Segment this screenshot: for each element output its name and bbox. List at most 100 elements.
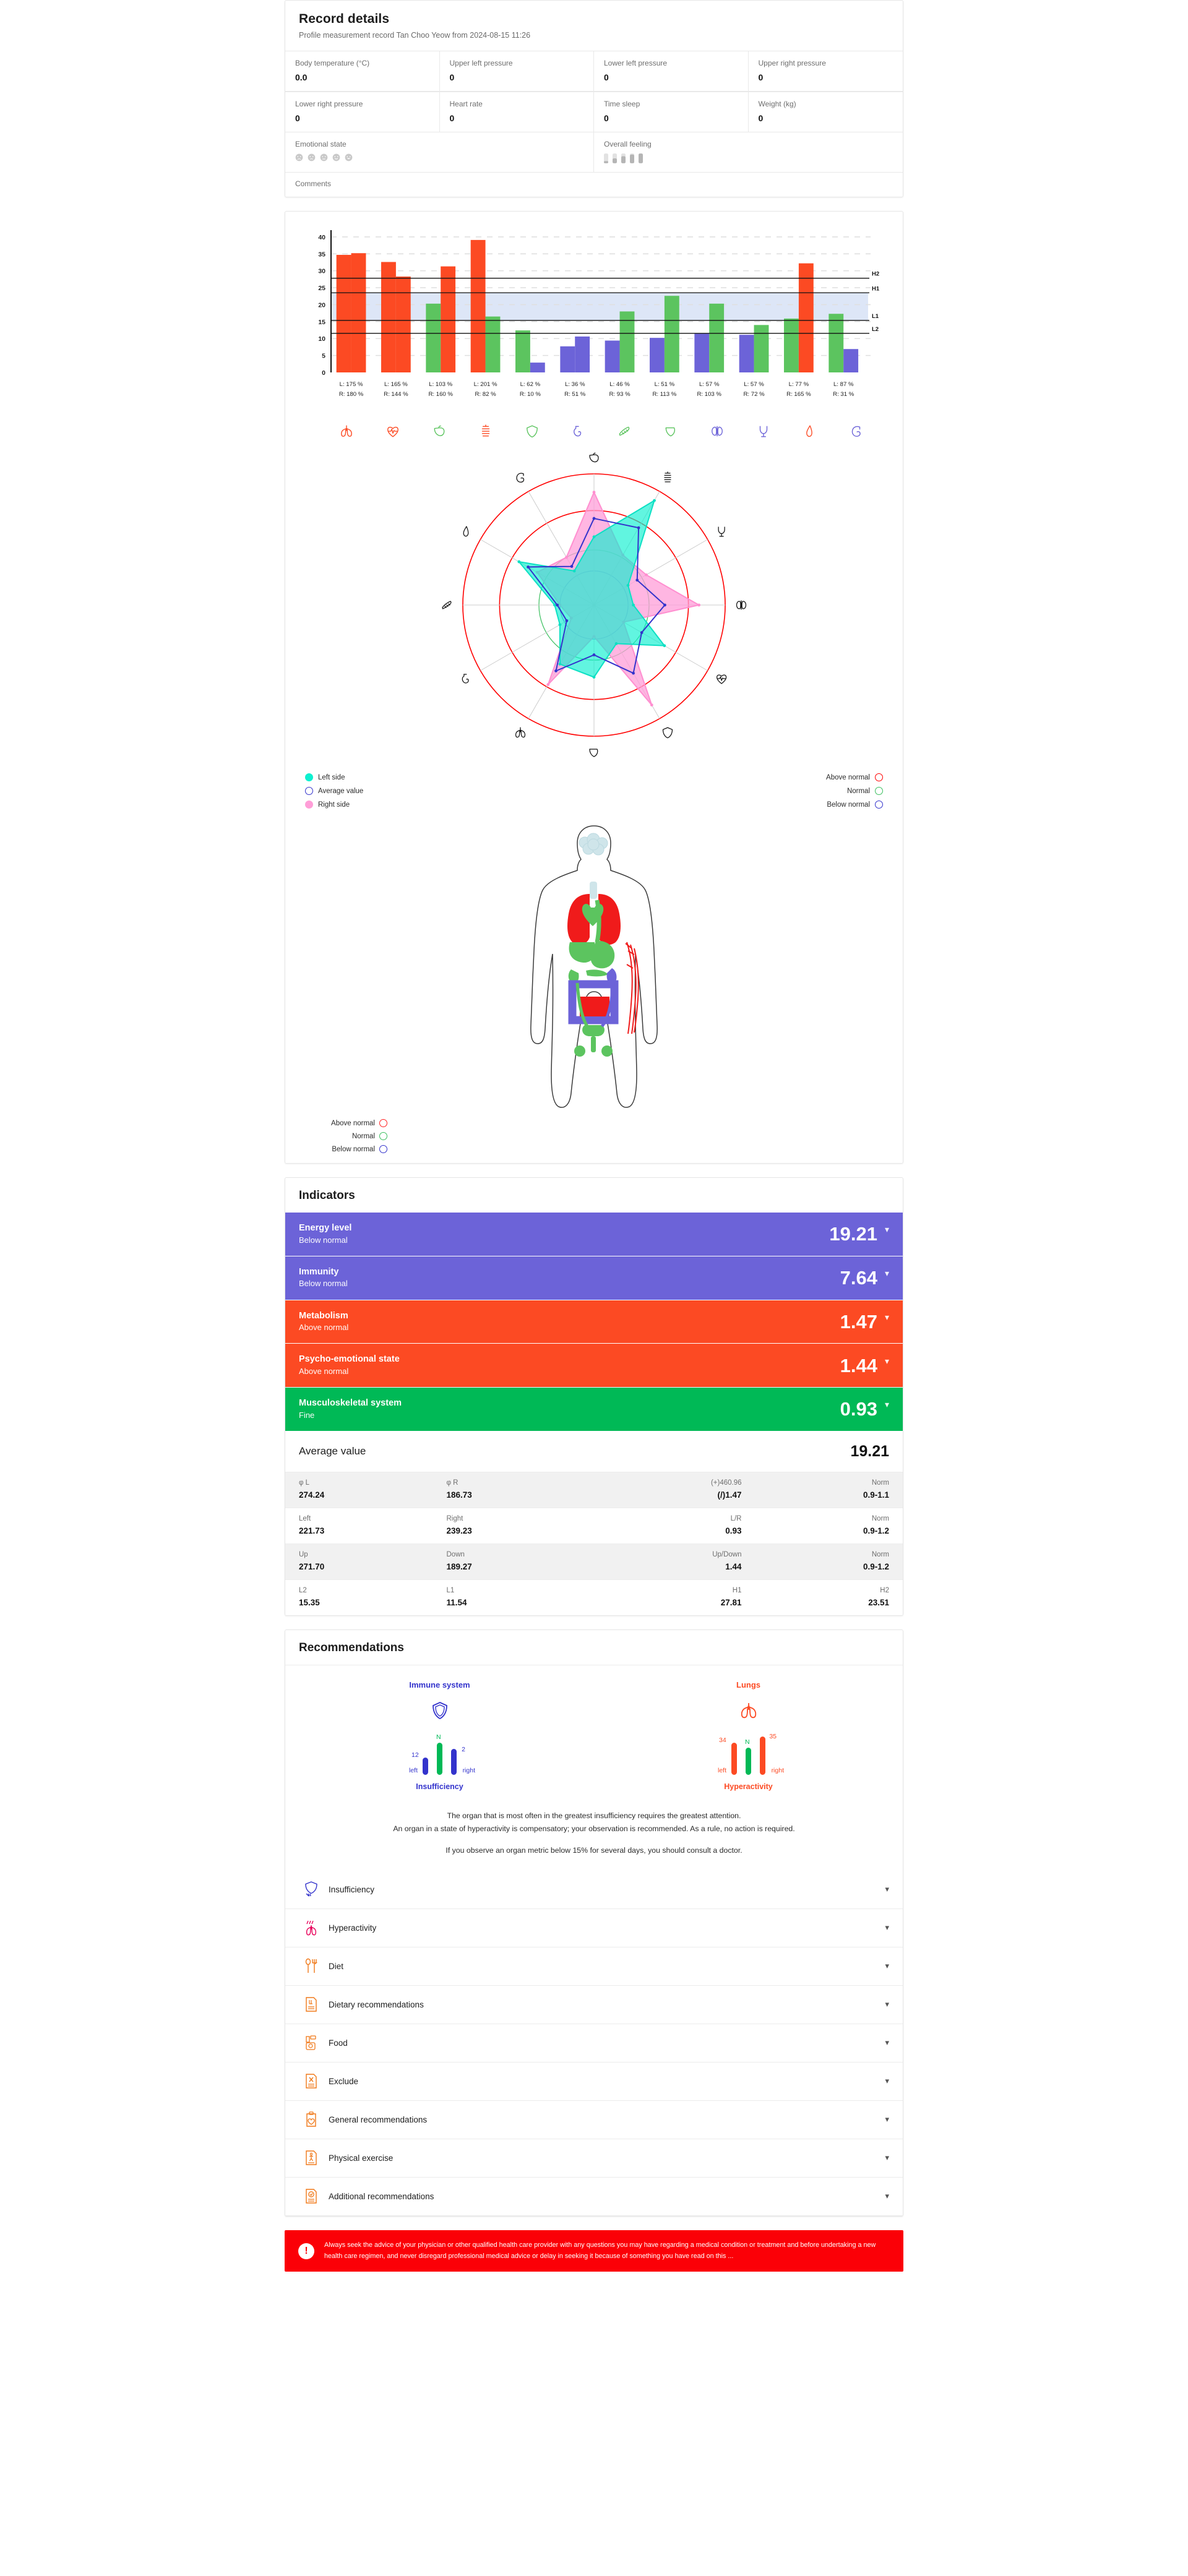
radar-point [558,623,562,627]
statistics-cell: L/R 0.93 [594,1514,742,1535]
chevron-down-icon[interactable]: ▾ [885,2038,889,2048]
indicator-row-psycho-emotional-state[interactable]: Psycho-emotional state Above normal 1.44 ▾ [285,1344,903,1388]
face-laugh-icon[interactable] [345,153,353,161]
liver-icon [434,425,445,436]
accordion-item-insufficiency[interactable]: Insufficiency ▾ [285,1871,903,1909]
field-value: 0 [449,113,455,123]
y-axis-tick: 30 [318,268,325,275]
mini-bar-right [760,1736,765,1775]
battery-level-4-icon[interactable] [630,153,634,163]
statistics-cell-label: H2 [880,1586,889,1594]
statistics-cell-label: Right [446,1514,463,1522]
x-axis-tick-left: L: 46 % [609,381,630,388]
radar-chart-svg [442,452,747,757]
chevron-down-icon[interactable]: ▾ [884,1224,889,1235]
statistics-cell-label: L/R [730,1514,742,1522]
field-value: 0 [758,72,764,82]
organ-bladder-icon[interactable] [753,421,774,442]
field-label: Body temperature (°C) [295,59,370,67]
chevron-down-icon[interactable]: ▾ [884,1355,889,1366]
organ-heart-icon[interactable] [382,421,403,442]
accordion-item-physical-exercise[interactable]: Physical exercise ▾ [285,2139,903,2178]
chevron-down-icon[interactable]: ▾ [885,1884,889,1894]
recommendations-note-line-2: An organ in a state of hyperactivity is … [393,1824,795,1834]
accordion-item-exclude[interactable]: Exclude ▾ [285,2063,903,2101]
accordion-item-diet[interactable]: Diet ▾ [285,1947,903,1986]
bar [426,303,441,372]
organ-icon-row [285,421,903,442]
statistics-cell-value: (/)1.47 [717,1490,742,1500]
record-mood-row: Emotional state Overall feeling [285,132,903,172]
indicator-row-metabolism[interactable]: Metabolism Above normal 1.47 ▾ [285,1300,903,1344]
face-frown-icon[interactable] [308,153,316,161]
face-sad-icon[interactable] [295,153,303,161]
organ-immune-shield-icon[interactable] [522,421,543,442]
organ-large-intestine-icon[interactable] [846,421,867,442]
accordion-item-label: Physical exercise [329,2153,394,2163]
legend-swatch [875,787,883,795]
battery-level-3-icon[interactable] [621,153,626,163]
bar [351,253,366,372]
organ-spleen-icon[interactable] [660,421,681,442]
indicator-row-musculoskeletal-system[interactable]: Musculoskeletal system Fine 0.93 ▾ [285,1388,903,1432]
trachea-organ [590,882,597,899]
measurement-charts-card: 5 10 15 20 25 30 35 40 0 H2 H1 L1 L2 L: 175 % R: 180 %… [285,211,903,1164]
legend-swatch [305,773,313,781]
field-value: 0 [758,113,764,123]
accordion-item-dietary-recommendations[interactable]: Dietary recommendations ▾ [285,1986,903,2024]
organ-stomach-icon[interactable] [568,421,589,442]
chevron-down-icon[interactable]: ▾ [885,2076,889,2086]
record-fields-row-2: Lower right pressure 0 Heart rate 0 Time… [285,91,903,132]
organ-liver-icon[interactable] [429,421,450,442]
mini-bar-left [423,1757,428,1775]
organ-pancreas-icon[interactable] [614,421,635,442]
face-neutral-icon[interactable] [320,153,328,161]
field-label: Weight (kg) [758,100,796,108]
indicator-row-energy-level[interactable]: Energy level Below normal 19.21 ▾ [285,1213,903,1256]
normal-band [331,293,868,320]
accordion-item-food[interactable]: Food ▾ [285,2024,903,2063]
chevron-down-icon[interactable]: ▾ [885,1999,889,2009]
legend-swatch [379,1145,387,1153]
accordion-item-hyperactivity[interactable]: Hyperactivity ▾ [285,1909,903,1947]
chevron-down-icon[interactable]: ▾ [885,2191,889,2201]
battery-level-2-icon[interactable] [613,153,617,163]
chevron-down-icon[interactable]: ▾ [885,2153,889,2163]
indicator-row-immunity[interactable]: Immunity Below normal 7.64 ▾ [285,1256,903,1300]
indicator-state: Fine [299,1410,315,1420]
radar-point [592,653,596,656]
gallbladder-icon [806,425,812,437]
organ-gallbladder-icon[interactable] [799,421,820,442]
statistics-cell-value: 189.27 [446,1561,472,1571]
emotional-state-options[interactable] [295,153,583,161]
bar [619,311,635,372]
mini-bar-norm [746,1747,751,1775]
field-value: 0 [604,72,609,82]
radar-point [565,556,568,559]
organ-kidneys-icon[interactable] [707,421,728,442]
x-axis-tick-left: L: 77 % [789,381,809,388]
bar [470,239,486,372]
radar-point [527,565,530,569]
chevron-down-icon[interactable]: ▾ [885,2114,889,2124]
organ-intestine-icon[interactable] [475,421,496,442]
accordion-item-label: Diet [329,1961,344,1971]
mini-bar-right [451,1748,457,1775]
y-axis-tick: 20 [318,301,325,309]
face-smile-icon[interactable] [332,153,340,161]
chevron-down-icon[interactable]: ▾ [884,1312,889,1322]
chevron-down-icon[interactable]: ▾ [885,1923,889,1933]
statistics-cell: Norm 0.9-1.2 [742,1515,889,1535]
bar [575,336,590,372]
indicator-text: Musculoskeletal system Fine [299,1397,402,1421]
chevron-down-icon[interactable]: ▾ [884,1268,889,1279]
battery-level-1-icon[interactable] [604,153,608,163]
overall-feeling-options[interactable] [604,153,893,163]
accordion-item-general-recommendations[interactable]: General recommendations ▾ [285,2101,903,2139]
legend-item-left-side: Left side [305,773,363,781]
chevron-down-icon[interactable]: ▾ [884,1399,889,1410]
battery-level-5-icon[interactable] [639,153,643,163]
chevron-down-icon[interactable]: ▾ [885,1961,889,1971]
organ-lungs-icon[interactable] [336,421,357,442]
accordion-item-additional-recommendations[interactable]: Additional recommendations ▾ [285,2178,903,2216]
